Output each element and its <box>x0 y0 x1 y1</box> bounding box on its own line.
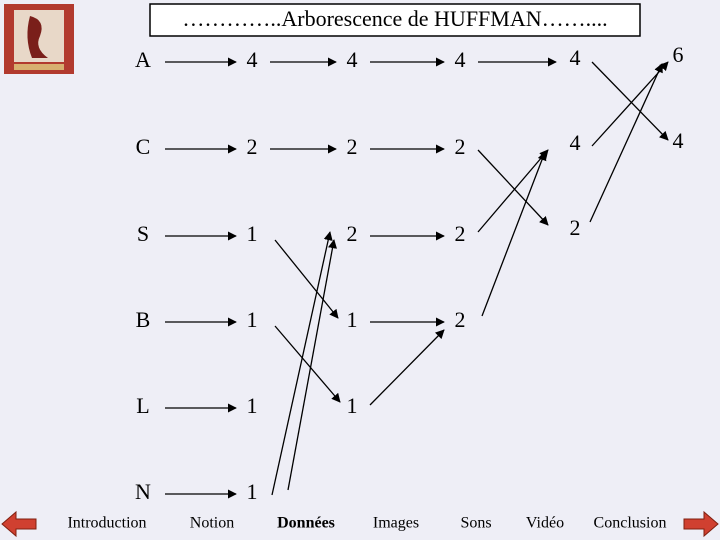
arrow <box>591 61 669 141</box>
nav-item[interactable]: Introduction <box>67 515 146 532</box>
arrow <box>589 63 663 223</box>
arrow <box>591 61 669 147</box>
arrow <box>287 239 337 491</box>
nav-item[interactable]: Vidéo <box>526 515 564 532</box>
weight: 1 <box>347 307 358 332</box>
title-box <box>149 3 641 37</box>
weight: 1 <box>247 479 258 504</box>
nav-item[interactable]: Notion <box>190 515 234 532</box>
weight: 1 <box>347 393 358 418</box>
symbol: C <box>136 134 151 159</box>
weight: 2 <box>455 134 466 159</box>
weight: 2 <box>347 221 358 246</box>
symbol: L <box>136 393 149 418</box>
arrow <box>271 231 333 496</box>
weight: 2 <box>570 215 581 240</box>
arrow <box>369 329 445 406</box>
weight: 4 <box>347 47 358 72</box>
arrows <box>165 57 669 499</box>
symbol: A <box>135 47 151 72</box>
weight: 1 <box>247 307 258 332</box>
nav-item[interactable]: Données <box>277 515 335 532</box>
weight: 2 <box>455 221 466 246</box>
weight: 2 <box>347 134 358 159</box>
prev-button[interactable] <box>1 510 37 538</box>
nav-item[interactable]: Sons <box>460 515 491 532</box>
nav: Introduction Notion Données Images Sons Vidéo… <box>67 515 666 532</box>
weight: 1 <box>247 393 258 418</box>
weight: 4 <box>570 130 581 155</box>
arrow <box>274 325 341 403</box>
weight: 1 <box>247 221 258 246</box>
symbol: N <box>135 479 151 504</box>
weight: 4 <box>673 128 684 153</box>
weight: 4 <box>247 47 258 72</box>
arrow <box>477 149 549 226</box>
symbol: S <box>137 221 149 246</box>
arrow <box>481 151 547 317</box>
arrow <box>477 149 549 233</box>
arrow <box>274 239 339 319</box>
logo <box>4 4 74 74</box>
nav-item[interactable]: Conclusion <box>594 515 667 532</box>
nav-item[interactable]: Images <box>373 515 419 532</box>
weight: 4 <box>570 45 581 70</box>
weight: 2 <box>455 307 466 332</box>
cells: A C S B L N 4 2 1 1 1 1 4 2 2 1 1 4 2 2 2 4 4 2 6 4 <box>135 42 683 504</box>
symbol: B <box>136 307 151 332</box>
weight: 4 <box>455 47 466 72</box>
weight: 6 <box>673 42 684 67</box>
title: …………..Arborescence de HUFFMAN…….... <box>182 6 607 31</box>
nav-bar <box>0 508 720 540</box>
weight: 2 <box>247 134 258 159</box>
next-button[interactable] <box>683 510 719 538</box>
